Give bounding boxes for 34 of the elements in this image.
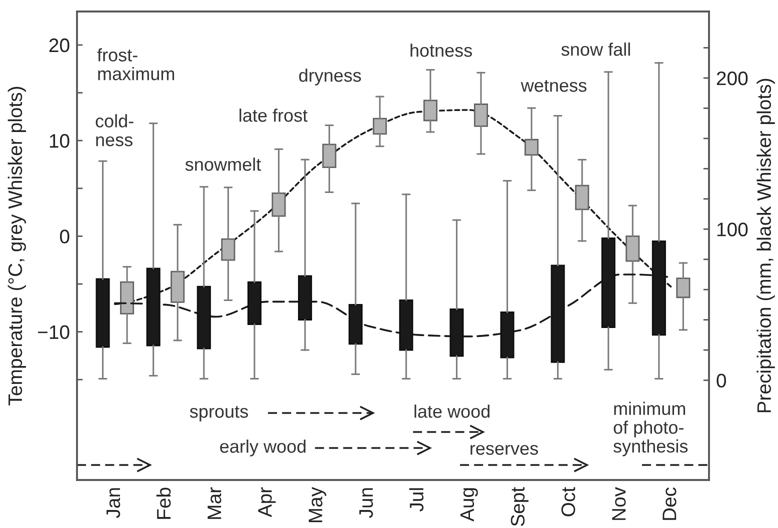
y-tick-label: 0 (60, 230, 70, 244)
x-tick-label: Jul (409, 488, 424, 512)
x-tick-label: Jun (359, 488, 373, 518)
x-tick-label: Aug (460, 488, 478, 522)
x-tick-label: Apr (258, 487, 276, 518)
annotation: snowmelt (185, 158, 261, 171)
y2-tick-label: 200 (716, 71, 748, 86)
y-axis-title: Temperature (°C, grey Whisker plots) (8, 86, 26, 406)
y-tick-label: 20 (49, 38, 70, 52)
annotation: cold- ness (96, 114, 134, 146)
annotation: hotness (410, 44, 472, 57)
y2-axis-title: Precipitation (mm, black Whisker plots) (756, 78, 775, 412)
y2-tick-label: 100 (717, 222, 748, 236)
annotation: late frost (240, 108, 308, 122)
x-tick-label: Mar (208, 487, 222, 519)
annotation: dryness (299, 68, 361, 86)
x-tick-label: Dec (662, 487, 676, 520)
x-tick-label: Feb (156, 488, 171, 519)
x-tick-label: Jan (106, 488, 120, 518)
annotation: frost- maximum (97, 48, 174, 80)
annotation: snow fall (561, 42, 630, 56)
annotation: early wood (220, 440, 306, 456)
annotation: wetness (520, 80, 586, 92)
x-tick-label: Nov (612, 487, 626, 520)
annotation: reserves (470, 444, 538, 455)
y-tick-label: −10 (38, 325, 70, 340)
annotation: minimum of photo- synthesis (614, 402, 688, 456)
y-tick-label: 10 (50, 134, 70, 148)
x-tick-label: Sept (510, 487, 528, 526)
x-tick-label: Oct (561, 487, 576, 516)
y2-tick-label: 0 (716, 374, 726, 388)
annotation: late wood (414, 404, 490, 418)
annotation: sprouts (190, 406, 248, 422)
x-tick-label: May (308, 486, 326, 522)
